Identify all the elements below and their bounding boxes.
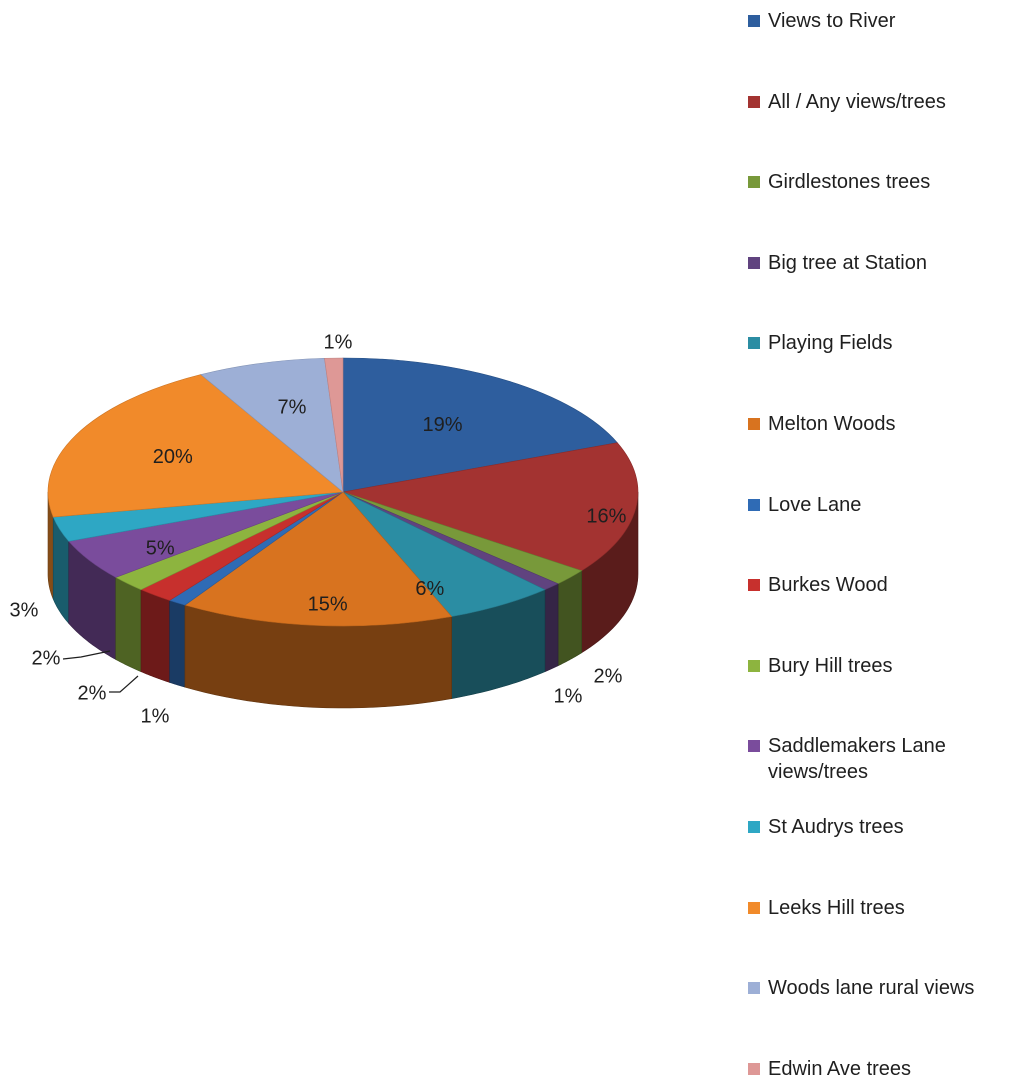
legend-item-all-any-views-trees: All / Any views/trees	[746, 89, 1032, 115]
legend-label: Edwin Ave trees	[768, 1057, 912, 1080]
legend-item-melton-woods: Melton Woods	[746, 411, 1032, 437]
data-label-leeks-hill-trees: 20%	[153, 446, 193, 468]
pie-slice-melton-woods	[184, 491, 453, 627]
legend-swatch	[748, 901, 760, 914]
data-label-melton-woods: 15%	[308, 594, 348, 616]
legend-item-big-tree-at-station: Big tree at Station	[746, 250, 1032, 276]
legend-label: St Audrys trees	[768, 816, 904, 838]
legend-swatch	[748, 498, 760, 511]
data-label-edwin-ave-trees: 1%	[324, 331, 353, 353]
pie-sides	[47, 491, 639, 709]
legend-label: Views to River	[768, 10, 896, 32]
data-label-saddlemakers-lane-views-trees: 5%	[146, 537, 175, 559]
pie-slice-views-to-river	[342, 357, 618, 493]
legend-item-views-to-river: Views to River	[746, 8, 1032, 34]
data-label-views-to-river: 19%	[422, 414, 462, 436]
legend-label: Leeks Hill trees	[768, 896, 905, 919]
legend-swatch	[748, 256, 760, 269]
legend-item-playing-fields: Playing Fields	[746, 330, 1032, 356]
data-label-big-tree-at-station: 1%	[554, 685, 583, 707]
legend-swatch	[748, 337, 760, 350]
pie-side-girdlestones-trees	[557, 570, 582, 667]
legend-label: Burkes Wood	[768, 574, 888, 597]
pie-slice-edwin-ave-trees	[324, 357, 344, 493]
pie-side-big-tree-at-station	[544, 583, 559, 673]
data-label-love-lane: 1%	[141, 705, 170, 727]
pie-side-bury-hill-trees	[115, 576, 142, 673]
legend-item-leeks-hill-trees: Leeks Hill trees	[746, 895, 1032, 921]
legend-label: Love Lane	[768, 493, 862, 516]
pie-side-burkes-wood	[140, 589, 170, 683]
legend-label: Woods lane rural views	[768, 977, 975, 1000]
pie-side-love-lane	[169, 600, 186, 688]
legend-swatch	[748, 1062, 760, 1075]
legend-label: Girdlestones trees	[768, 171, 931, 194]
leader-lines	[62, 650, 139, 693]
pie-slices	[47, 357, 639, 627]
pie-slice-leeks-hill-trees	[47, 374, 344, 518]
legend-label: Saddlemakers Lane views/trees	[768, 735, 946, 784]
legend: Views to River All / Any views/trees Girdl…	[746, 0, 1032, 1082]
data-label-burkes-wood: 2%	[78, 682, 107, 704]
legend-swatch	[748, 95, 760, 108]
legend-swatch	[748, 418, 760, 430]
legend-item-saddlemakers-lane-views-trees: Saddlemakers Lane views/trees	[746, 733, 1032, 785]
legend-swatch	[748, 982, 760, 995]
legend-item-woods-lane-rural-views: Woods lane rural views	[746, 975, 1032, 1001]
legend-swatch	[748, 659, 760, 672]
data-label-st-audrys-trees: 3%	[10, 599, 39, 621]
legend-label: Melton Woods	[768, 413, 896, 435]
data-label-woods-lane-rural-views: 7%	[278, 396, 307, 418]
leader-line-bury-hill-trees	[62, 650, 111, 660]
pie-slice-all-any-views-trees	[342, 442, 639, 572]
data-label-playing-fields: 6%	[415, 578, 444, 600]
legend-item-love-lane: Love Lane	[746, 492, 1032, 518]
legend-item-edwin-ave-trees: Edwin Ave trees	[746, 1056, 1032, 1082]
legend-item-st-audrys-trees: St Audrys trees	[746, 814, 1032, 840]
legend-item-girdlestones-trees: Girdlestones trees	[746, 169, 1032, 195]
data-label-girdlestones-trees: 2%	[594, 665, 623, 687]
legend-swatch	[748, 176, 760, 189]
legend-swatch	[748, 579, 760, 592]
data-label-bury-hill-trees: 2%	[32, 647, 61, 669]
legend-swatch	[748, 740, 760, 753]
data-labels: 19% 16% 2% 1% 6% 15% 1% 2% 2% 5% 3% 20% 7% 1%	[10, 331, 627, 727]
legend-label: Playing Fields	[768, 332, 893, 355]
pie-slice-woods-lane-rural-views	[200, 357, 344, 493]
legend-label: Bury Hill trees	[768, 654, 893, 677]
data-label-all-any-views-trees: 16%	[586, 505, 626, 527]
legend-label: Big tree at Station	[768, 251, 927, 274]
legend-item-bury-hill-trees: Bury Hill trees	[746, 653, 1032, 679]
legend-swatch	[748, 821, 760, 833]
legend-label: All / Any views/trees	[768, 90, 946, 113]
legend-swatch	[748, 15, 760, 27]
pie-chart: 19% 16% 2% 1% 6% 15% 1% 2% 2% 5% 3% 20% 7% 1%	[10, 331, 639, 727]
legend-item-burkes-wood: Burkes Wood	[746, 572, 1032, 598]
leader-line-burkes-wood	[109, 675, 139, 693]
